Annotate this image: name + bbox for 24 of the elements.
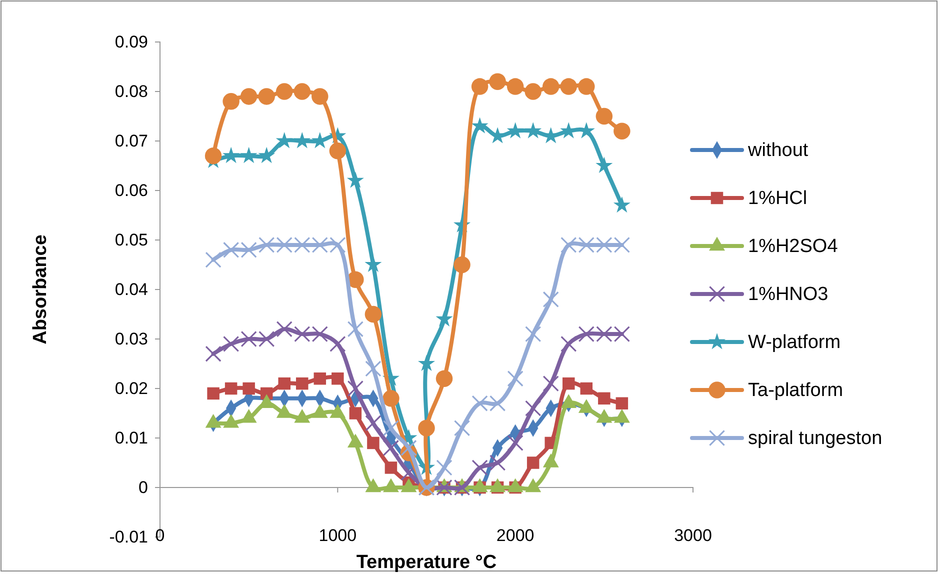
- y-tick-label: 0.08: [114, 82, 148, 101]
- y-tick-label: -0.01: [109, 527, 148, 546]
- legend-label: W-platform: [748, 332, 841, 353]
- legend-label: Ta-platform: [748, 380, 844, 401]
- y-tick-label: 0.05: [114, 230, 148, 250]
- y-axis-title: Absorbance: [30, 234, 51, 344]
- x-axis-title: Temperature °C: [356, 552, 497, 573]
- x-tick-label: 0: [155, 526, 165, 545]
- y-tick-label: 0.04: [114, 280, 148, 299]
- y-tick-label: 0.06: [114, 180, 148, 200]
- x-tick-label: 3000: [674, 526, 712, 545]
- legend-label: 1%HCl: [748, 188, 808, 209]
- x-tick-label: 2000: [496, 526, 534, 545]
- y-tick-label: 0.09: [114, 32, 148, 52]
- y-tick-label: 0.07: [114, 131, 148, 150]
- y-tick-label: 0.02: [114, 378, 148, 398]
- y-tick-label: 0: [138, 478, 148, 497]
- x-tick-label: 1000: [318, 526, 357, 545]
- y-tick-label: 0.01: [114, 428, 148, 448]
- legend-label: without: [747, 140, 809, 161]
- legend-label: spiral tungeston: [748, 428, 882, 449]
- legend-label: 1%H2SO4: [748, 236, 838, 257]
- legend-label: 1%HNO3: [748, 284, 828, 305]
- y-tick-label: 0.03: [114, 329, 148, 348]
